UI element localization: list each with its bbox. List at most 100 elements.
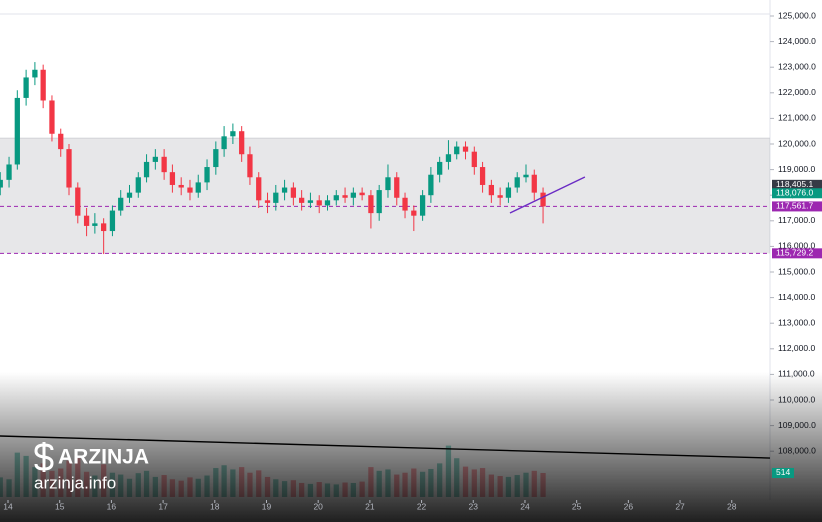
candle-body xyxy=(368,195,374,214)
candle-body xyxy=(230,131,236,137)
candle-body xyxy=(394,177,400,198)
y-tick-label: 124,000.0 xyxy=(778,36,816,46)
candle-body xyxy=(213,149,219,168)
candle-body xyxy=(471,151,477,168)
candle-body xyxy=(247,154,253,178)
x-tick-label: 28 xyxy=(727,501,737,511)
price-label-bg xyxy=(772,188,822,199)
candle-body xyxy=(454,146,460,155)
x-tick-label: 24 xyxy=(520,501,530,511)
candle-body xyxy=(324,200,331,206)
candle-body xyxy=(497,195,503,198)
candle-body xyxy=(359,192,365,196)
candle-body xyxy=(178,184,184,188)
price-label: 115,729.2 xyxy=(776,248,813,258)
y-tick-label: 119,000.0 xyxy=(778,164,815,174)
trend-line xyxy=(509,176,586,214)
y-tick-label: 116,000.0 xyxy=(778,241,815,251)
candle-body xyxy=(307,200,314,203)
price-label: 118,405.1 xyxy=(776,179,813,189)
candle-body xyxy=(109,210,116,232)
x-tick-label: 21 xyxy=(365,501,375,511)
candle-body xyxy=(152,156,158,162)
watermark: ARZINJA arzinja.info xyxy=(34,442,149,492)
candle-body xyxy=(66,149,72,188)
candle-body xyxy=(118,197,124,211)
bottom-fade xyxy=(0,372,822,522)
x-tick-label: 22 xyxy=(417,501,427,511)
candle-body xyxy=(126,192,133,198)
candle-body xyxy=(14,97,20,165)
candle-body xyxy=(437,161,443,175)
candle-body xyxy=(75,187,81,216)
candle-body xyxy=(333,195,339,201)
price-label-bg xyxy=(772,179,822,190)
candle-body xyxy=(316,200,322,206)
candle-body xyxy=(445,154,452,162)
candle-body xyxy=(523,174,529,178)
y-tick-label: 121,000.0 xyxy=(778,113,816,123)
candle-body xyxy=(32,69,38,78)
candle-body xyxy=(531,174,537,193)
site: arzinja.info xyxy=(34,473,116,492)
x-tick-label: 20 xyxy=(313,501,323,511)
y-tick-label: 117,000.0 xyxy=(778,215,815,225)
candle-body xyxy=(342,195,348,198)
candle-body xyxy=(187,187,193,193)
candle-body xyxy=(290,187,297,198)
candle-body xyxy=(428,174,434,196)
candle-body xyxy=(299,197,305,203)
x-tick-label: 26 xyxy=(624,501,634,511)
candle-body xyxy=(462,146,469,152)
y-tick-label: 112,000.0 xyxy=(778,343,815,353)
candle-body xyxy=(161,156,167,173)
candle-body xyxy=(239,131,245,155)
y-tick-label: 114,000.0 xyxy=(778,292,815,302)
x-tick-label: 19 xyxy=(262,501,272,511)
candle-body xyxy=(540,192,546,207)
candle-body xyxy=(479,167,486,185)
candle-body xyxy=(83,215,90,226)
logo xyxy=(34,442,54,472)
candle-body xyxy=(505,187,512,198)
candle-body xyxy=(143,161,150,178)
brand: ARZINJA xyxy=(58,446,149,469)
candle-body xyxy=(376,190,382,214)
price-label: 117,561.7 xyxy=(776,201,813,211)
candle-body xyxy=(221,136,227,150)
price-label: 118,076.0 xyxy=(776,188,813,198)
x-tick-label: 16 xyxy=(107,501,117,511)
x-tick-label: 23 xyxy=(469,501,479,511)
x-tick-label: 18 xyxy=(210,501,220,511)
candle-body xyxy=(204,167,210,183)
candle-body xyxy=(40,69,46,101)
candle-body xyxy=(58,133,64,150)
x-tick-label: 25 xyxy=(572,501,582,511)
candle-body xyxy=(488,184,494,196)
candle-body xyxy=(419,195,426,216)
candle-body xyxy=(402,197,408,211)
x-tick-label: 15 xyxy=(55,501,65,511)
candle-body xyxy=(6,164,12,180)
x-tick-label: 14 xyxy=(3,501,13,511)
y-tick-label: 122,000.0 xyxy=(778,87,816,97)
y-tick-label: 113,000.0 xyxy=(778,317,815,327)
candle-body xyxy=(0,179,3,188)
volume-label: 514 xyxy=(776,467,790,477)
candle-body xyxy=(273,192,279,203)
price-label-bg xyxy=(772,248,822,259)
x-tick-label: 17 xyxy=(158,501,168,511)
candle-body xyxy=(135,177,141,193)
candle-body xyxy=(514,177,520,188)
price-label-bg xyxy=(772,201,822,212)
x-tick-label: 27 xyxy=(675,501,685,511)
candle-body xyxy=(411,210,417,216)
candle-body xyxy=(49,100,55,134)
y-tick-label: 115,000.0 xyxy=(778,266,815,276)
volume-label-bg xyxy=(772,467,794,478)
candle-body xyxy=(264,200,271,203)
candle-body xyxy=(350,192,356,198)
y-tick-label: 120,000.0 xyxy=(778,138,816,148)
y-tick-label: 125,000.0 xyxy=(778,10,816,20)
